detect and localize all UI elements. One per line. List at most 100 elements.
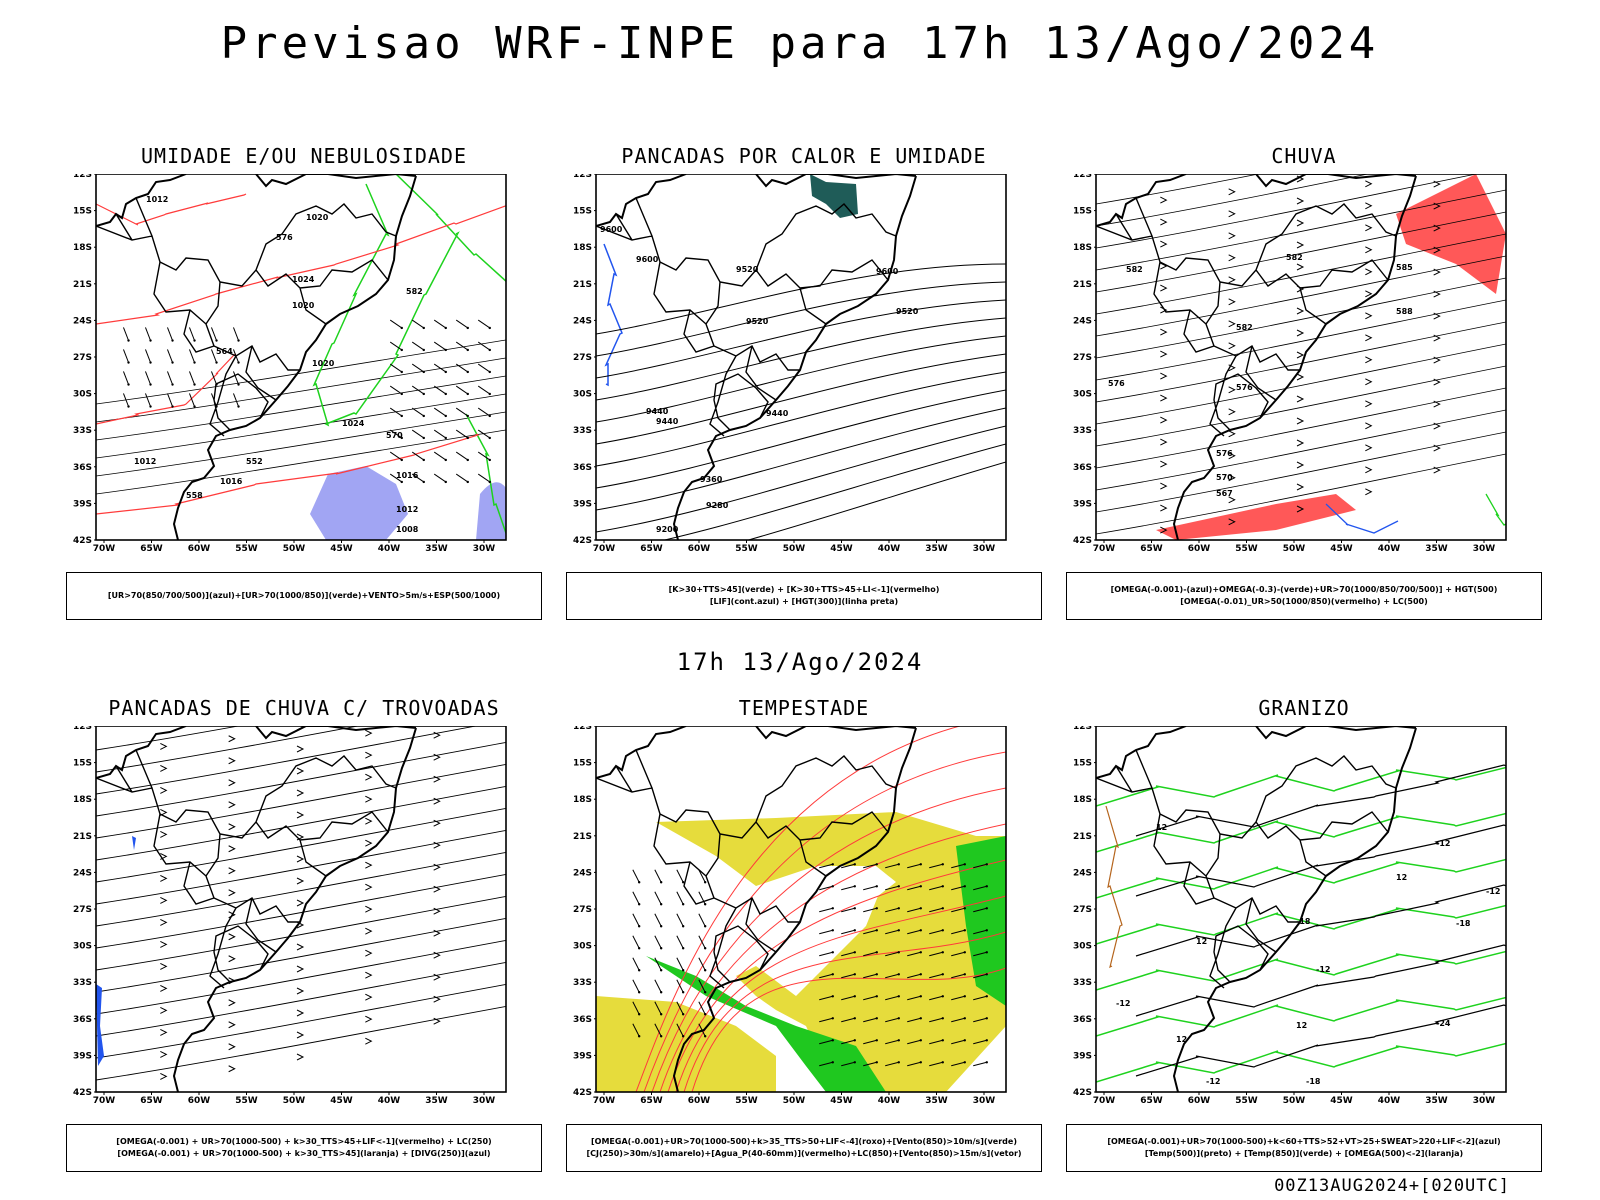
flow-arrow: [1160, 350, 1168, 358]
wind-vector: [411, 429, 425, 439]
lat-tick-label: 33S: [573, 978, 592, 988]
wind-vector: [144, 349, 152, 363]
wind-vector: [885, 1017, 899, 1023]
streamline: [96, 983, 506, 1059]
flow-arrow: [1433, 334, 1441, 342]
lat-tick-label: 21S: [573, 280, 592, 290]
flow-arrow: [160, 962, 168, 970]
wind-vector: [841, 863, 855, 869]
contour-label: 585: [1396, 263, 1413, 272]
wind-vector-head: [919, 995, 922, 998]
wind-vector-head: [466, 392, 469, 396]
flow-arrow: [1433, 180, 1441, 188]
flow-arrow: [433, 731, 441, 739]
panel-title: UMIDADE E/OU NEBULOSIDADE: [140, 144, 468, 168]
flow-arrow: [433, 885, 441, 893]
panel-pancadas-calor[interactable]: PANCADAS POR CALOR E UMIDADE 9600 9520 960…: [554, 144, 1054, 624]
flow-arrow: [160, 984, 168, 992]
wind-vector: [455, 407, 469, 417]
wind-vector: [841, 885, 855, 891]
wind-vector: [885, 951, 899, 957]
lat-tick-label: 36S: [73, 1015, 92, 1025]
water-vapor-contour: [667, 859, 1006, 1092]
height-contour: [596, 389, 1006, 489]
height-contour: [596, 281, 1006, 357]
wind-vector-head: [985, 1061, 988, 1064]
contour-label: 9200: [656, 525, 679, 534]
flow-arrow: [1296, 417, 1305, 425]
contour-label: 558: [186, 491, 203, 500]
wind-vector-head: [985, 951, 988, 954]
forecast-time-subtitle: 17h 13/Ago/2024: [676, 648, 924, 676]
flow-arrow: [228, 889, 236, 897]
map-pancadas-calor[interactable]: 9600 9520 9600 9600 9440 9520 9520 9440 9440 9360…: [554, 174, 1054, 564]
wind-vector-head: [659, 903, 663, 906]
wind-vector-head: [444, 414, 447, 418]
flow-arrow: [365, 993, 373, 1001]
wind-vector-head: [897, 1061, 900, 1064]
flow-arrow: [1160, 504, 1168, 512]
map-granizo[interactable]: -12 -12 -12 -18 -18 -18 -12 -24 12 12 12 12 12 -12 12S…: [1054, 726, 1554, 1116]
wind-vector-head: [853, 995, 856, 998]
flow-arrow: [433, 929, 441, 937]
map-svg[interactable]: -12 -12 -12 -18 -18 -18 -12 -24 12 12 12 12 12 -12 12S…: [1054, 726, 1554, 1116]
wind-vector: [929, 929, 943, 935]
lon-tick-label: 45W: [330, 544, 353, 554]
wind-vector-head: [875, 1039, 878, 1042]
flow-arrow: [1365, 334, 1373, 342]
panel-tempestade[interactable]: TEMPESTADE 12S 15S 18S 21S 24S 27S 30S 33S 36S 39…: [554, 696, 1054, 1176]
lat-tick-label: 12S: [573, 726, 592, 732]
wind-vector-head: [963, 1039, 966, 1042]
wind-vector-head: [919, 1039, 922, 1042]
wind-vector-head: [444, 348, 447, 352]
panel-granizo[interactable]: GRANIZO -12 -12 -12 -18 -18 -18 -12 -24 12 12 12 12…: [1054, 696, 1554, 1176]
map-chuva[interactable]: 582 582 582 576 576 576 570 567 588 585 12S 15S 18S 2…: [1054, 174, 1554, 564]
wind-vector: [863, 863, 877, 869]
flow-arrow: [1433, 422, 1441, 430]
wind-vector: [841, 951, 855, 957]
flow-arrow: [296, 987, 305, 995]
wind-vector: [698, 869, 706, 883]
map-svg[interactable]: 1012 1012 1016 1020 1020 1020 1024 1016 1012 1008…: [54, 174, 554, 564]
streamline: [96, 393, 506, 459]
lat-tick-label: 36S: [73, 463, 92, 473]
wind-vector: [455, 319, 469, 329]
panel-chuva[interactable]: CHUVA 582 582 582 576 576 576 570 567 588 585 12S 1…: [1054, 144, 1554, 624]
wind-vector-head: [831, 907, 834, 910]
contour-label: 1016: [396, 471, 419, 480]
wind-vector: [973, 1039, 987, 1045]
flow-arrow: [433, 995, 441, 1003]
map-trovoadas[interactable]: 12S 15S 18S 21S 24S 27S 30S 33S 36S 39S 42S 70W 65W 6…: [54, 726, 554, 1116]
map-tempestade[interactable]: 12S 15S 18S 21S 24S 27S 30S 33S 36S 39S 42S 70W 65W 6…: [554, 726, 1054, 1116]
wind-vector: [632, 979, 640, 993]
lat-tick-label: 15S: [1073, 759, 1092, 769]
wind-vector: [632, 1023, 640, 1037]
flow-arrow: [433, 973, 441, 981]
lat-tick-label: 18S: [573, 795, 592, 805]
wind-vector: [477, 473, 491, 483]
flow-arrow: [1160, 284, 1168, 292]
map-svg[interactable]: 582 582 582 576 576 576 570 567 588 585 12S 15S 18S 2…: [1054, 174, 1554, 564]
map-umidade[interactable]: 1012 1012 1016 1020 1020 1020 1024 1016 1012 1008…: [54, 174, 554, 564]
wind-vector: [210, 349, 218, 363]
wind-vector-head: [171, 405, 174, 408]
wind-vector: [654, 1023, 662, 1037]
temp850-contour: [1096, 766, 1506, 807]
lon-tick-label: 35W: [425, 544, 448, 554]
panel-umidade[interactable]: UMIDADE E/OU NEBULOSIDADE 1012 1012 1016 10…: [54, 144, 554, 624]
wind-vector-head: [897, 863, 900, 866]
flow-arrow: [1365, 466, 1373, 474]
wind-vector-head: [681, 881, 685, 884]
wind-vector: [907, 1061, 921, 1067]
wind-vector-head: [149, 339, 152, 342]
flow-arrow: [160, 1028, 168, 1036]
wind-vector-head: [466, 458, 469, 462]
wind-vector-head: [466, 414, 469, 418]
flow-arrow: [365, 861, 373, 869]
panel-trovoadas[interactable]: PANCADAS DE CHUVA C/ TROVOADAS 12S 15S 18S…: [54, 696, 554, 1176]
wind-vector-head: [488, 326, 491, 330]
legend-line: [OMEGA(-0.001)+UR>70(1000-500)+k<60+TTS>…: [1107, 1137, 1501, 1146]
